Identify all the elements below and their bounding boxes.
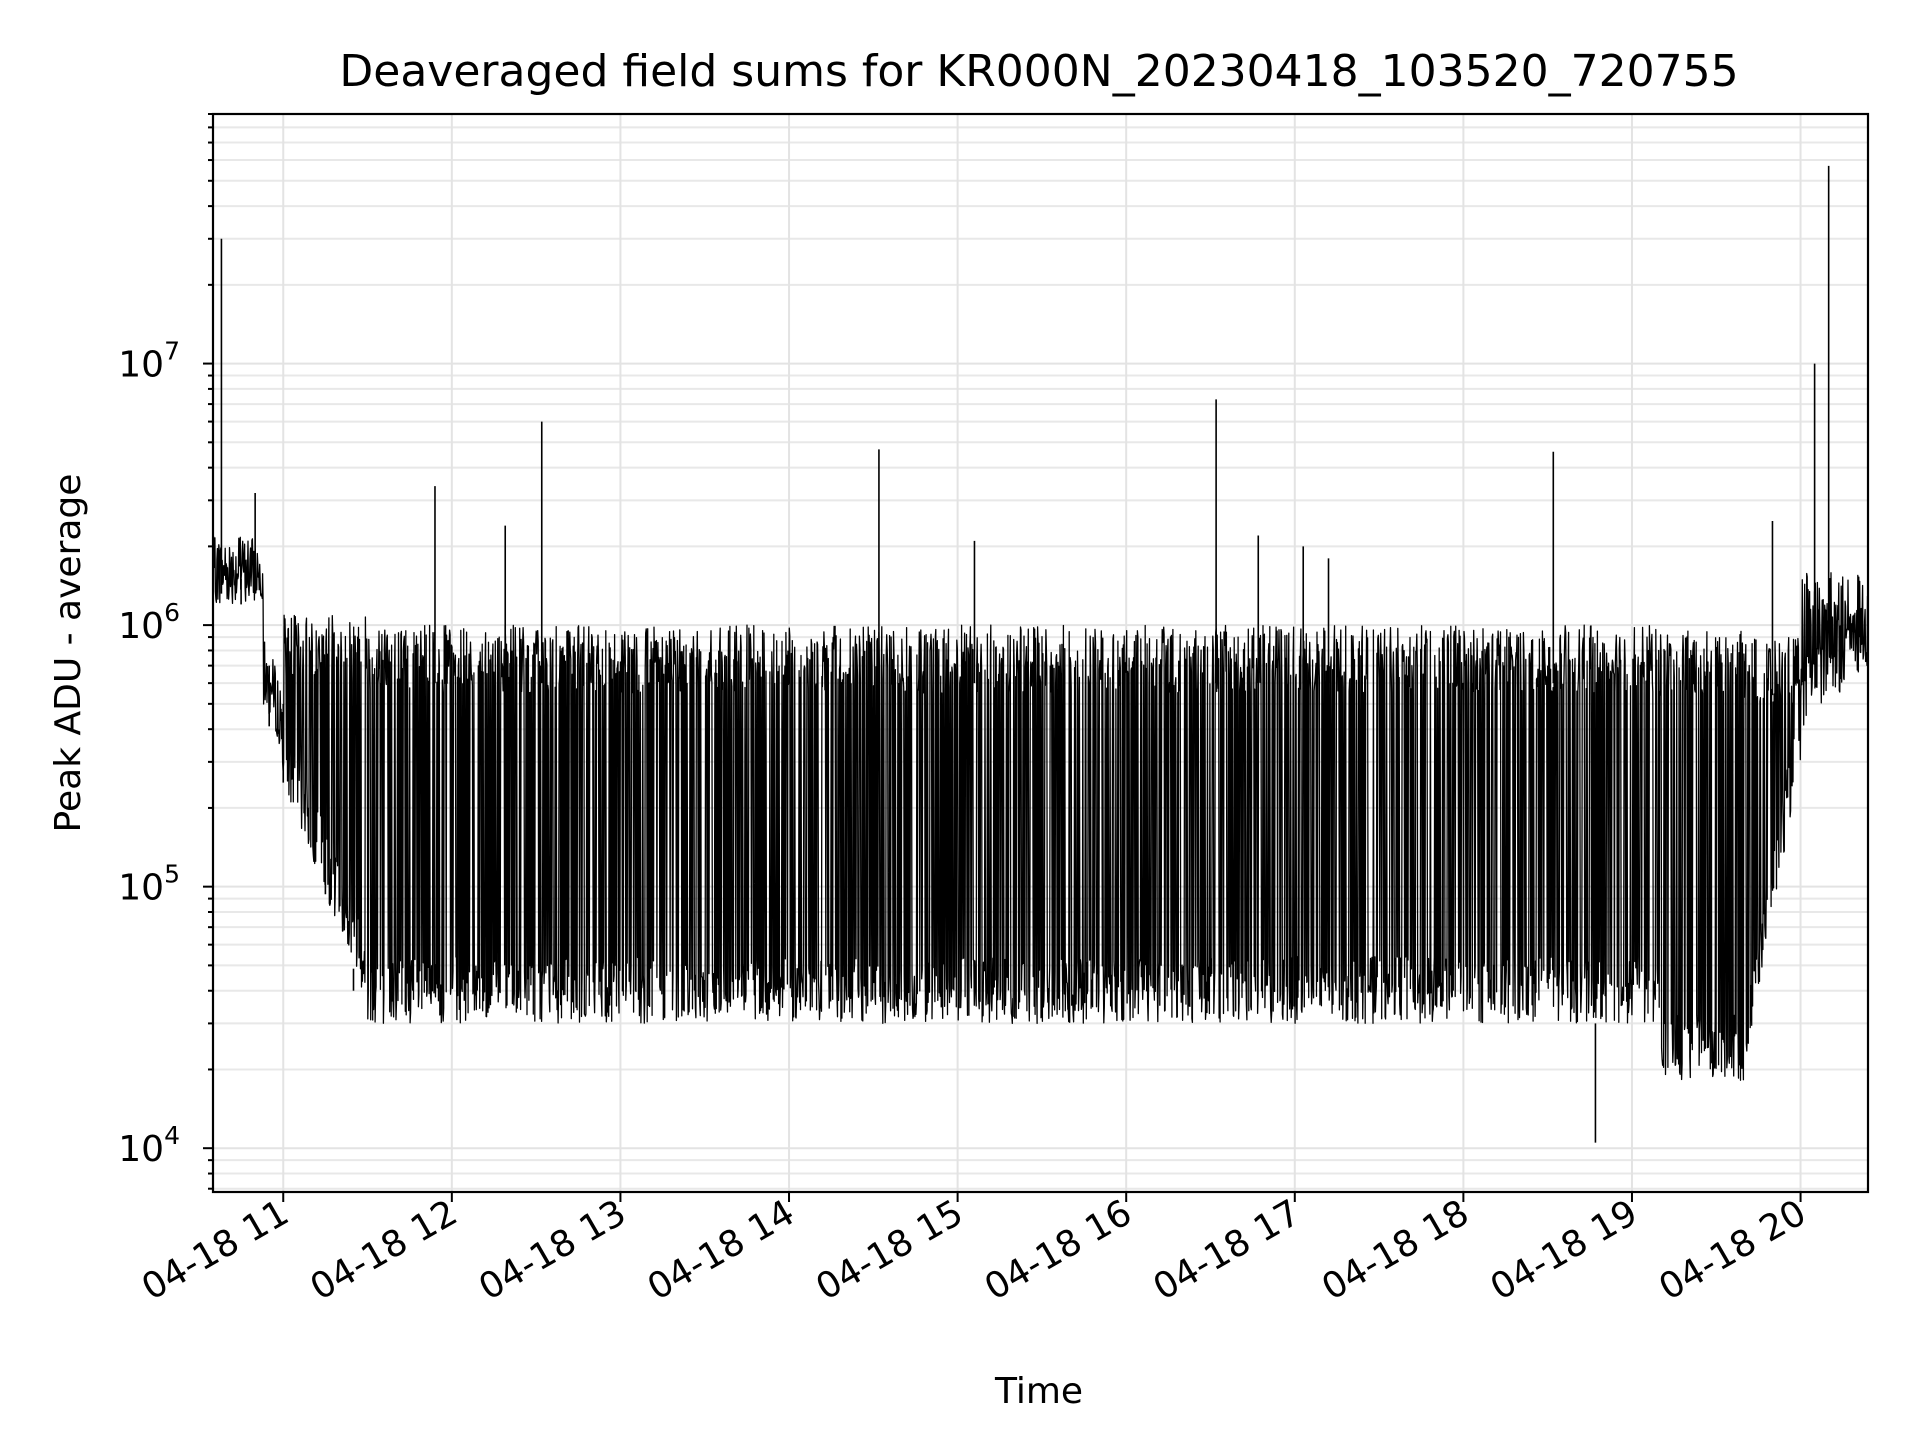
x-tick-label: 04-18 19 bbox=[1484, 1192, 1645, 1308]
x-tick-label: 04-18 17 bbox=[1147, 1192, 1308, 1308]
y-axis-ticks: 104 105 106 107 bbox=[118, 113, 213, 1190]
x-tick-label: 04-18 11 bbox=[135, 1192, 296, 1308]
y-tick-label: 104 bbox=[118, 1121, 180, 1170]
x-tick-label: 04-18 16 bbox=[978, 1192, 1139, 1308]
x-axis-ticks: 04-18 11 04-18 12 04-18 13 04-18 14 04-18 15… bbox=[135, 1192, 1813, 1309]
y-tick-label: 106 bbox=[118, 598, 180, 647]
x-tick-label: 04-18 18 bbox=[1315, 1192, 1476, 1308]
x-tick-label: 04-18 13 bbox=[472, 1192, 633, 1308]
chart-title: Deaveraged field sums for KR000N_2023041… bbox=[339, 46, 1738, 97]
series-layer bbox=[212, 165, 1869, 1143]
series-line bbox=[212, 535, 1869, 1081]
x-tick-label: 04-18 14 bbox=[641, 1192, 802, 1308]
x-tick-label: 04-18 20 bbox=[1652, 1192, 1813, 1308]
plot-frame bbox=[211, 112, 1870, 1194]
y-tick-label: 105 bbox=[118, 860, 180, 909]
y-tick-label: 107 bbox=[118, 337, 180, 386]
x-tick-label: 04-18 12 bbox=[304, 1192, 465, 1308]
x-axis-label: Time bbox=[994, 1371, 1083, 1412]
y-axis-label: Peak ADU - average bbox=[48, 474, 89, 833]
x-tick-label: 04-18 15 bbox=[809, 1192, 970, 1308]
